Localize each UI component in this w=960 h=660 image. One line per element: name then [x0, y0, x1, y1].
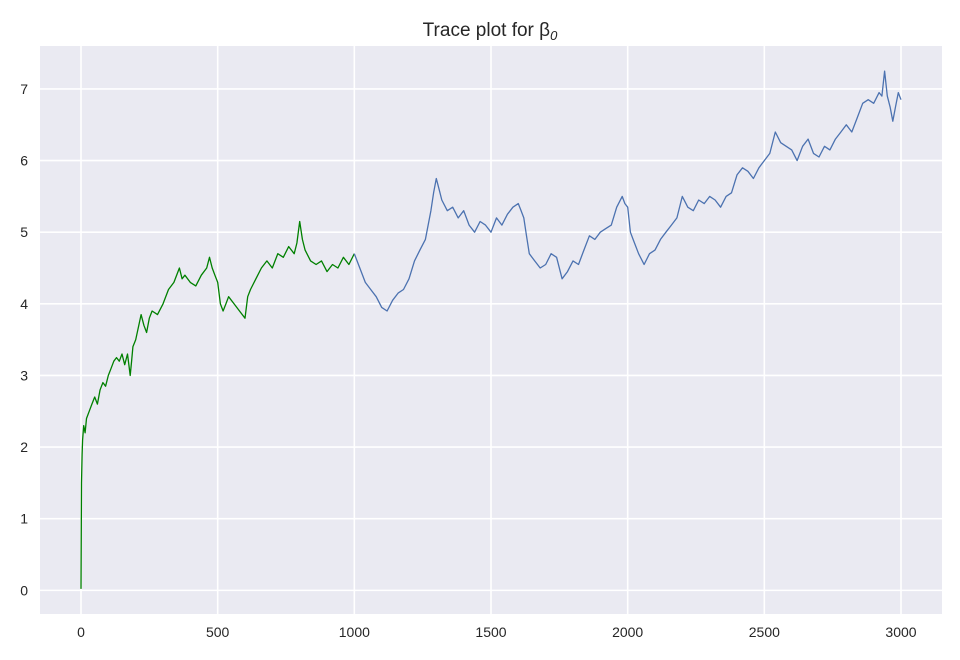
chart-title: Trace plot for β0 [423, 20, 558, 43]
x-tick-label: 2000 [612, 624, 643, 640]
x-tick-label: 3000 [885, 624, 916, 640]
plot-area: 0 500 1000 1500 2000 2500 3000 0 1 2 3 4 5 6 7 [20, 46, 942, 640]
y-tick-label: 6 [20, 153, 28, 169]
x-tick-label: 1000 [339, 624, 370, 640]
series-line-1 [353, 70, 902, 312]
y-tick-label: 7 [20, 81, 28, 97]
y-tick-label: 5 [20, 224, 28, 240]
series-line-0 [80, 220, 355, 589]
y-tick-label: 0 [20, 582, 28, 598]
y-tick-label: 1 [20, 511, 28, 527]
x-tick-label: 500 [206, 624, 230, 640]
x-tick-label: 2500 [749, 624, 780, 640]
y-tick-label: 4 [20, 296, 28, 312]
x-tick-label: 0 [77, 624, 85, 640]
y-tick-label: 3 [20, 367, 28, 383]
x-tick-label: 1500 [475, 624, 506, 640]
y-tick-label: 2 [20, 439, 28, 455]
